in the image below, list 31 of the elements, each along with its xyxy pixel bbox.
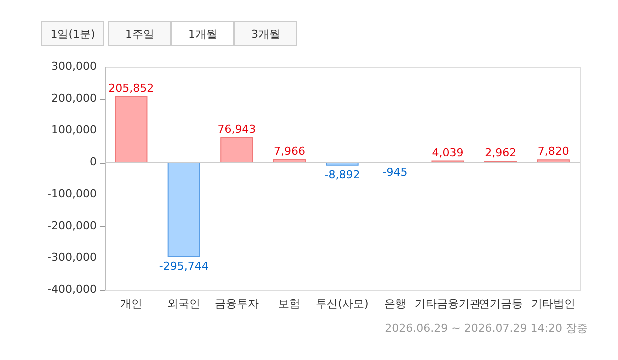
- x-tick-label: 투신(사모): [316, 298, 369, 310]
- x-tick-label: 연기금등: [478, 298, 523, 310]
- y-tick-label: -300,000: [48, 251, 97, 264]
- y-tick-label: 100,000: [52, 124, 97, 137]
- x-tick-label: 개인: [120, 298, 142, 310]
- data-label: 7,966: [274, 145, 306, 158]
- x-tick-label: 금융투자: [214, 298, 259, 310]
- y-tick-label: 200,000: [52, 92, 97, 105]
- data-label: -945: [382, 166, 408, 179]
- data-label: 205,852: [108, 82, 154, 95]
- data-label: -295,744: [159, 260, 209, 273]
- y-tick-label: -200,000: [48, 219, 97, 232]
- y-tick-label: -100,000: [48, 187, 97, 200]
- data-label: 2,962: [485, 146, 517, 160]
- text: 1개월: [188, 28, 218, 41]
- x-tick-label: 보험: [278, 298, 301, 310]
- x-tick-label: 기타법인: [532, 298, 576, 310]
- x-tick-label: 기타금융기관: [415, 298, 482, 310]
- data-label: 4,039: [432, 146, 464, 160]
- y-tick-label: 300,000: [52, 60, 97, 73]
- data-label: -8,892: [324, 168, 360, 182]
- y-tick-label: -400,000: [48, 283, 97, 296]
- data-label: 76,943: [218, 123, 256, 136]
- data-label: 7,820: [538, 145, 570, 158]
- y-tick-label: 0: [90, 156, 97, 169]
- text: 1주일: [126, 28, 154, 41]
- text: 1일(1분): [50, 28, 96, 41]
- text: 3개월: [252, 28, 280, 41]
- x-tick-label: 외국인: [168, 298, 201, 310]
- x-tick-label: 은행: [384, 298, 406, 310]
- text: 2026.06.29 ~ 2026.07.29 14:20 장중: [385, 322, 588, 335]
